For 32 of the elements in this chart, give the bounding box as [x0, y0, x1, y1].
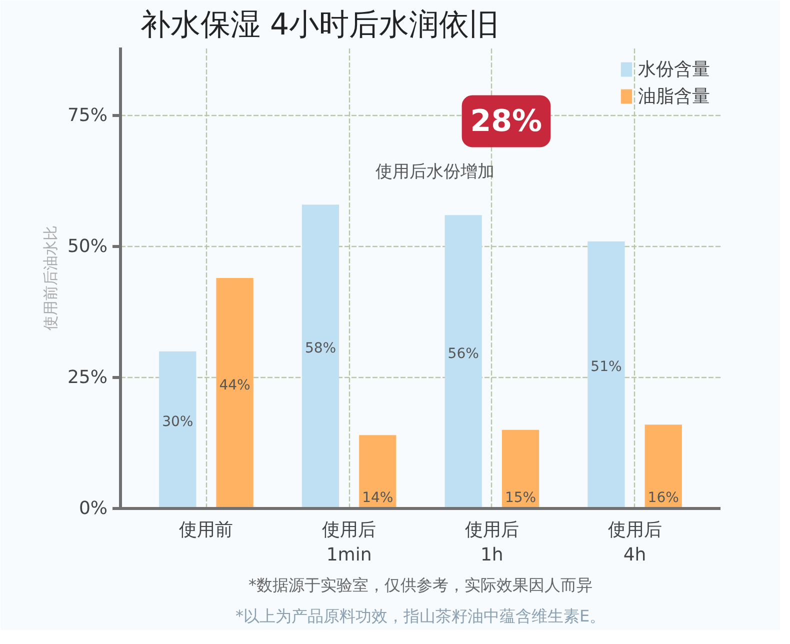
bar [159, 351, 196, 508]
data-label: 30% [162, 414, 194, 430]
bar [302, 204, 340, 508]
y-tick-label: 0% [78, 498, 108, 519]
data-label: 58% [304, 340, 336, 357]
x-tick-label: 使用后 4h [608, 520, 662, 566]
y-axis-title: 使用前后油水比 [41, 226, 60, 330]
bar [644, 424, 682, 508]
data-label: 15% [504, 490, 536, 506]
y-tick-label: 25% [67, 367, 108, 388]
x-tick-label: 使用后 1h [464, 520, 519, 566]
legend-label: 油脂含量 [638, 85, 710, 108]
annotation: 28% [470, 104, 542, 139]
text: *数据源于实验室，仅供参考，实际效果因人而异 [248, 576, 592, 594]
bar [359, 435, 396, 508]
text: *以上为产品原料功效，指山茶籽油中蕴含维生素E。 [235, 606, 606, 626]
chart-title: 补水保湿 4小时后水润依旧 [140, 8, 500, 42]
x-tick-label: 使用前 [179, 520, 234, 540]
data-label: 44% [219, 377, 250, 394]
annotation: 使用后水份增加 [375, 162, 494, 182]
data-label: 16% [648, 490, 679, 506]
bar [588, 241, 625, 508]
bar [444, 215, 482, 508]
data-label: 51% [590, 358, 622, 375]
bar [216, 278, 254, 508]
x-tick-label: 使用后 1min [322, 520, 376, 566]
legend-label: 水份含量 [638, 58, 710, 81]
data-label: 14% [362, 490, 394, 506]
y-tick-label: 75% [67, 105, 108, 126]
data-label: 56% [448, 346, 479, 362]
y-tick-label: 50% [67, 236, 108, 258]
bar [502, 430, 540, 508]
